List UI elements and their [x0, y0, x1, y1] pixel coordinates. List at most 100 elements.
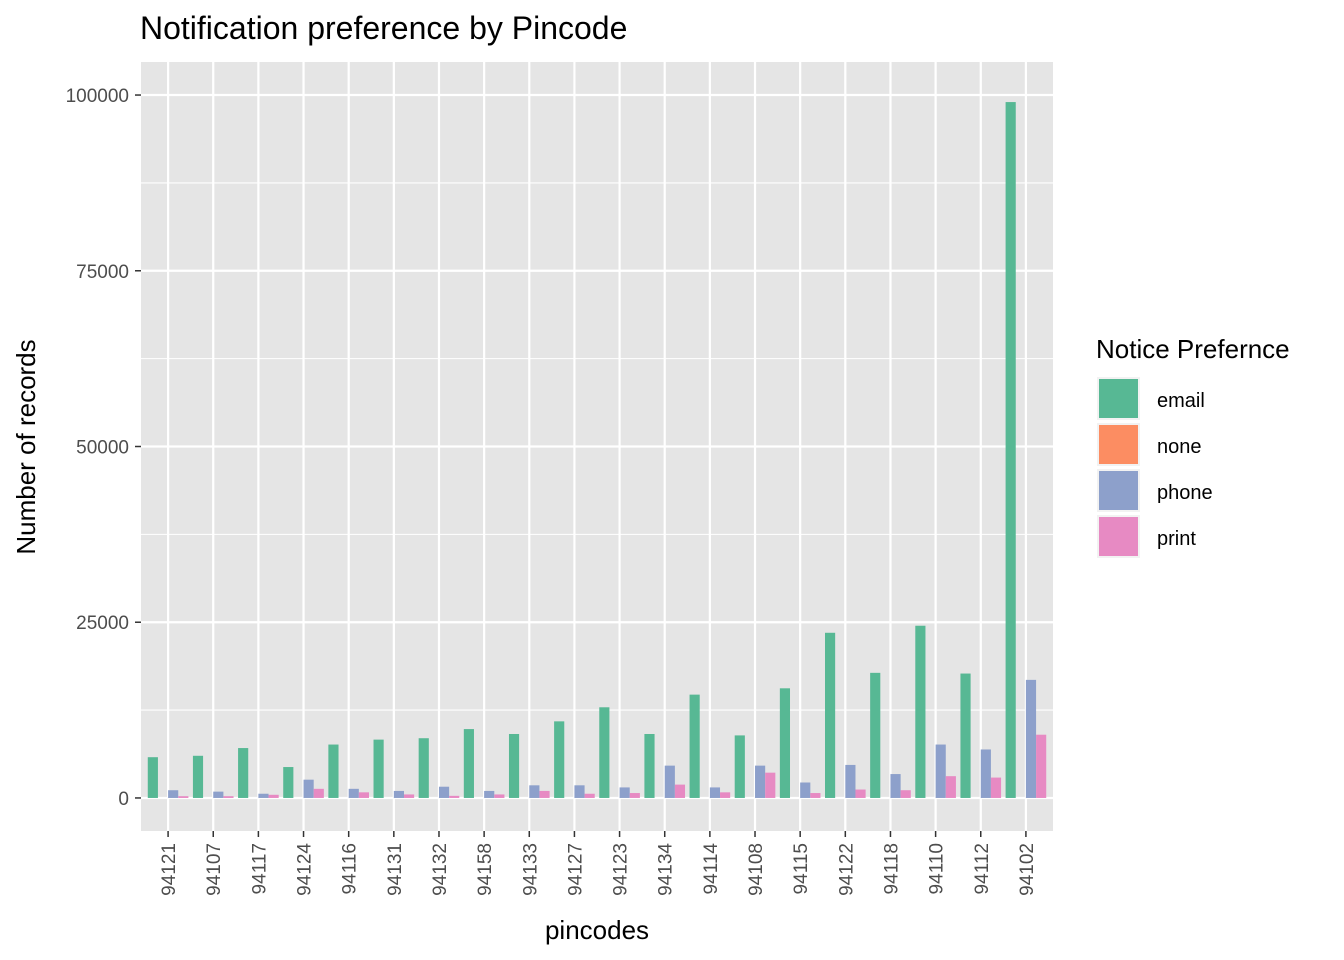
y-tick-label: 0 [118, 789, 129, 810]
legend-swatch-none [1099, 425, 1138, 464]
legend-swatch-email [1099, 379, 1138, 418]
x-tick-label: 94127 [565, 843, 586, 896]
x-tick-label: 94121 [159, 843, 180, 896]
legend-label-print: print [1157, 528, 1196, 550]
bar-email-94117 [238, 748, 249, 798]
x-tick-label: 94132 [430, 843, 451, 896]
bar-print-94118 [900, 790, 911, 798]
bar-email-94114 [689, 694, 700, 798]
bar-email-94124 [283, 767, 294, 798]
bar-phone-94116 [348, 788, 359, 798]
bar-print-94133 [539, 790, 550, 798]
bar-print-94121 [178, 796, 189, 798]
bar-email-94112 [960, 673, 971, 798]
legend-label-phone: phone [1157, 482, 1213, 504]
x-tick-label: 94118 [881, 843, 902, 894]
bar-email-94115 [779, 688, 791, 798]
bar-print-94107 [223, 796, 234, 798]
legend-swatch-print [1099, 517, 1138, 556]
bar-print-94117 [268, 794, 279, 798]
bar-email-94107 [192, 755, 204, 798]
x-tick-label: 94124 [295, 843, 316, 896]
legend-label-email: email [1157, 390, 1205, 412]
x-tick-label: 94110 [927, 843, 948, 894]
bar-print-94124 [313, 788, 324, 798]
major-gridlines [141, 62, 1053, 831]
minor-gridlines [141, 182, 1053, 711]
x-tick-label: 94115 [791, 843, 812, 894]
bar-phone-94124 [303, 779, 314, 798]
x-tick-label: 94134 [656, 843, 677, 896]
bar-email-94116 [328, 744, 339, 798]
bar-phone-94108 [755, 765, 766, 798]
bar-print-94123 [629, 793, 640, 798]
bar-email-94110 [915, 625, 926, 798]
bar-email-94133 [508, 733, 520, 798]
bar-print-94116 [358, 792, 369, 798]
bar-phone-94131 [393, 790, 404, 798]
y-tick-label: 25000 [76, 613, 129, 634]
bar-phone-94133 [529, 785, 540, 798]
bar-email-94102 [1005, 102, 1016, 798]
bar-email-94122 [825, 632, 836, 798]
bar-print-94122 [855, 789, 866, 798]
bar-phone-94127 [574, 785, 585, 798]
y-tick-label: 50000 [76, 438, 129, 459]
bar-email-94134 [644, 733, 655, 798]
chart-title: Notification preference by Pincode [140, 10, 627, 46]
x-axis: 94121 94107 94117 94124 94116 94131 94132 94158… [159, 831, 1038, 896]
y-tick-label: 100000 [66, 86, 129, 107]
bar-phone-94134 [664, 765, 675, 798]
x-tick-label: 94122 [836, 843, 857, 896]
y-axis-title: Number of records [11, 339, 41, 554]
bar-print-94158 [494, 794, 505, 798]
bar-phone-94158 [484, 790, 495, 798]
bar-email-94121 [147, 757, 158, 798]
bar-phone-94112 [980, 749, 991, 798]
bar-print-94112 [990, 777, 1002, 798]
x-tick-label: 94116 [340, 843, 361, 894]
bar-email-94108 [734, 735, 745, 798]
bar-print-94132 [449, 795, 460, 798]
bar-email-94123 [599, 707, 610, 798]
x-axis-title: pincodes [545, 915, 649, 945]
bar-phone-94102 [1025, 679, 1037, 798]
bar-print-94108 [765, 772, 776, 798]
x-tick-label: 94114 [701, 843, 722, 895]
bar-phone-94123 [619, 787, 630, 798]
x-tick-label: 94102 [1017, 843, 1038, 896]
y-tick-label: 75000 [76, 262, 129, 283]
legend: Notice Prefernce email none phone print [1096, 334, 1290, 558]
bar-email-94131 [373, 739, 384, 798]
bar-print-94102 [1036, 734, 1047, 798]
legend-swatch-phone [1099, 471, 1138, 510]
x-tick-label: 94108 [746, 843, 767, 896]
bar-phone-94107 [213, 791, 224, 798]
x-tick-label: 94112 [972, 843, 993, 894]
bar-print-94134 [674, 784, 686, 798]
y-axis: 0 25000 50000 75000 100000 [66, 86, 141, 810]
bar-phone-94110 [935, 744, 946, 798]
bar-phone-94122 [845, 764, 856, 798]
bar-print-94115 [810, 793, 821, 798]
bars [147, 102, 1047, 798]
x-tick-label: 94131 [385, 843, 406, 896]
x-tick-label: 94133 [520, 843, 541, 896]
x-tick-label: 94158 [475, 843, 496, 896]
bar-email-94132 [418, 738, 429, 798]
bar-phone-94118 [890, 774, 901, 798]
bar-phone-94132 [438, 786, 450, 798]
bar-print-94110 [945, 776, 956, 798]
bar-print-94131 [403, 794, 415, 798]
bar-phone-94115 [800, 782, 811, 798]
bar-email-94127 [554, 721, 565, 798]
x-tick-label: 94117 [249, 843, 270, 894]
bar-phone-94117 [258, 793, 269, 798]
bar-email-94118 [870, 672, 881, 798]
x-tick-label: 94123 [611, 843, 632, 896]
bar-phone-94114 [709, 787, 721, 798]
bar-email-94158 [463, 729, 474, 798]
x-tick-label: 94107 [204, 843, 225, 896]
bar-print-94127 [584, 793, 595, 798]
